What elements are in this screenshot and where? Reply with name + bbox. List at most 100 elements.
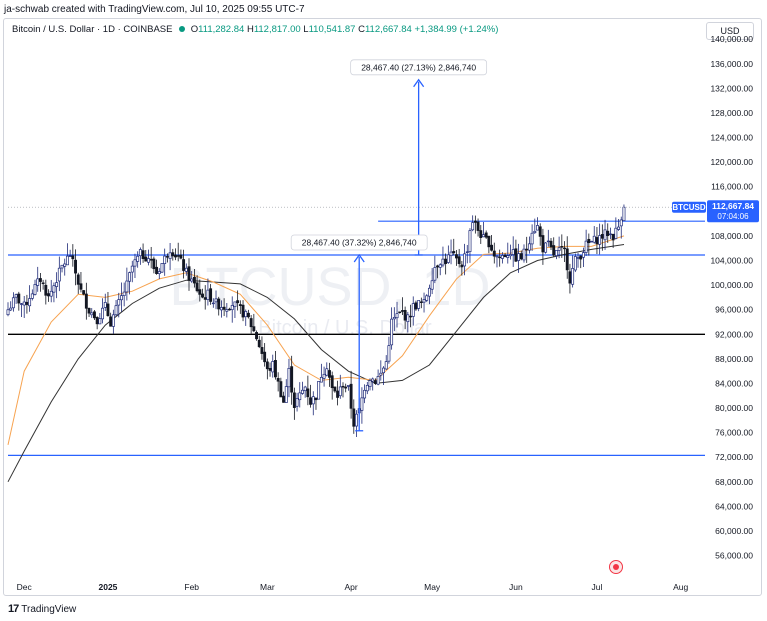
candle-body bbox=[365, 385, 369, 392]
candle-body bbox=[495, 255, 499, 258]
tradingview-footer[interactable]: 17 TradingView bbox=[8, 603, 76, 615]
candle-body bbox=[125, 280, 129, 293]
candle-body bbox=[611, 233, 615, 241]
candle-body bbox=[338, 386, 342, 397]
price-tick-label: 120,000.00 bbox=[710, 157, 753, 167]
candle-body bbox=[157, 271, 161, 275]
candle-body bbox=[460, 264, 464, 268]
candle-body bbox=[530, 232, 534, 245]
candle-body bbox=[379, 372, 383, 376]
candle-body bbox=[274, 360, 277, 378]
tradingview-brand: TradingView bbox=[21, 603, 77, 615]
candle-body bbox=[579, 255, 583, 260]
candle-body bbox=[36, 278, 40, 286]
candle-body bbox=[525, 248, 529, 251]
candle-body bbox=[117, 299, 121, 306]
candle-body bbox=[109, 316, 113, 327]
candle-body bbox=[211, 302, 215, 305]
candle-body bbox=[103, 302, 107, 308]
candle-body bbox=[155, 266, 159, 274]
tradingview-event-icon[interactable] bbox=[609, 560, 623, 574]
candle-body bbox=[144, 256, 148, 262]
candle-body bbox=[260, 347, 264, 354]
candle-body bbox=[290, 366, 294, 393]
candle-body bbox=[206, 289, 210, 300]
candle-body bbox=[619, 219, 623, 227]
candle-body bbox=[598, 235, 602, 245]
candle-body bbox=[571, 268, 575, 285]
candle-body bbox=[217, 298, 221, 310]
candle-body bbox=[360, 397, 364, 411]
candle-body bbox=[614, 227, 618, 239]
measure-tools[interactable]: 28,467.40 (27.13%) 2,846,740 28,467.40 (3… bbox=[290, 59, 488, 432]
change-value: +1,384.99 (+1.24%) bbox=[414, 24, 499, 35]
time-tick-label: Aug bbox=[673, 582, 688, 592]
low-label: L bbox=[303, 24, 309, 35]
candle-body bbox=[71, 255, 75, 260]
candle-body bbox=[222, 306, 226, 310]
candle-body bbox=[476, 221, 480, 231]
dot-live bbox=[179, 26, 186, 32]
currency-button[interactable]: USD bbox=[706, 22, 754, 40]
candle-body bbox=[130, 265, 134, 273]
candle-body bbox=[546, 240, 550, 243]
candle-body bbox=[387, 345, 391, 362]
candle-body bbox=[276, 378, 280, 382]
candle-body bbox=[244, 311, 248, 318]
candle-body bbox=[198, 289, 202, 295]
candle-body bbox=[371, 378, 375, 382]
candle-body bbox=[249, 318, 253, 328]
candle-body bbox=[473, 220, 477, 223]
time-tick-label: Dec bbox=[17, 582, 33, 592]
measure-label-upper: 28,467.40 (27.13%) 2,846,740 bbox=[361, 62, 476, 72]
candle-body bbox=[238, 304, 242, 306]
candle-body bbox=[284, 386, 288, 403]
open-label: O bbox=[190, 24, 199, 35]
candle-body bbox=[255, 332, 258, 340]
candle-body bbox=[49, 290, 53, 297]
candle-body bbox=[6, 309, 10, 316]
candle-body bbox=[63, 263, 67, 267]
candle-body bbox=[11, 297, 15, 309]
candle-body bbox=[241, 304, 245, 318]
symbol-info-bar: Bitcoin / U.S. Dollar · 1D · COINBASE O 1… bbox=[12, 24, 498, 35]
candle-body bbox=[549, 240, 553, 248]
candle-body bbox=[74, 259, 77, 274]
candle-body bbox=[168, 252, 172, 259]
candle-body bbox=[452, 251, 456, 254]
candle-body bbox=[554, 249, 558, 257]
candle-body bbox=[328, 370, 331, 378]
candle-body bbox=[392, 316, 396, 320]
time-tick-label: Apr bbox=[344, 582, 357, 592]
candle-body bbox=[330, 375, 334, 389]
candle-body bbox=[120, 295, 123, 301]
candle-body bbox=[430, 280, 434, 290]
candle-body bbox=[14, 294, 18, 298]
time-axis[interactable]: Dec 2025 Feb Mar Apr May Jun Jul Aug bbox=[17, 582, 689, 592]
candle-body bbox=[346, 385, 350, 387]
candle-body bbox=[368, 380, 372, 388]
candle-body bbox=[581, 252, 585, 258]
candle-body bbox=[90, 312, 94, 316]
price-tag: BTCUSD 112,667.84 07:04:06 bbox=[672, 200, 759, 223]
candle-body bbox=[174, 254, 177, 258]
candle-body bbox=[390, 318, 394, 346]
candle-body bbox=[487, 235, 491, 248]
price-tick-label: 132,000.00 bbox=[710, 83, 753, 93]
price-axis[interactable]: 140,000.00 136,000.00 132,000.00 128,000.00… bbox=[710, 34, 753, 560]
sma-line bbox=[7, 244, 625, 483]
candle-body bbox=[138, 249, 142, 257]
candle-body bbox=[600, 234, 604, 239]
candle-body bbox=[468, 230, 472, 252]
candle-body bbox=[490, 244, 494, 251]
symbol-name[interactable]: Bitcoin / U.S. Dollar · 1D · COINBASE bbox=[12, 24, 173, 35]
candle-body bbox=[557, 247, 561, 251]
price-tick-label: 128,000.00 bbox=[710, 108, 753, 118]
price-tick-label: 140,000.00 bbox=[710, 34, 753, 44]
price-tick-label: 116,000.00 bbox=[711, 182, 753, 192]
attribution-text: ja-schwab created with TradingView.com, … bbox=[4, 4, 305, 15]
low-value: 110,541.87 bbox=[308, 24, 356, 35]
candle-body bbox=[187, 266, 191, 281]
candle-body bbox=[498, 256, 502, 259]
